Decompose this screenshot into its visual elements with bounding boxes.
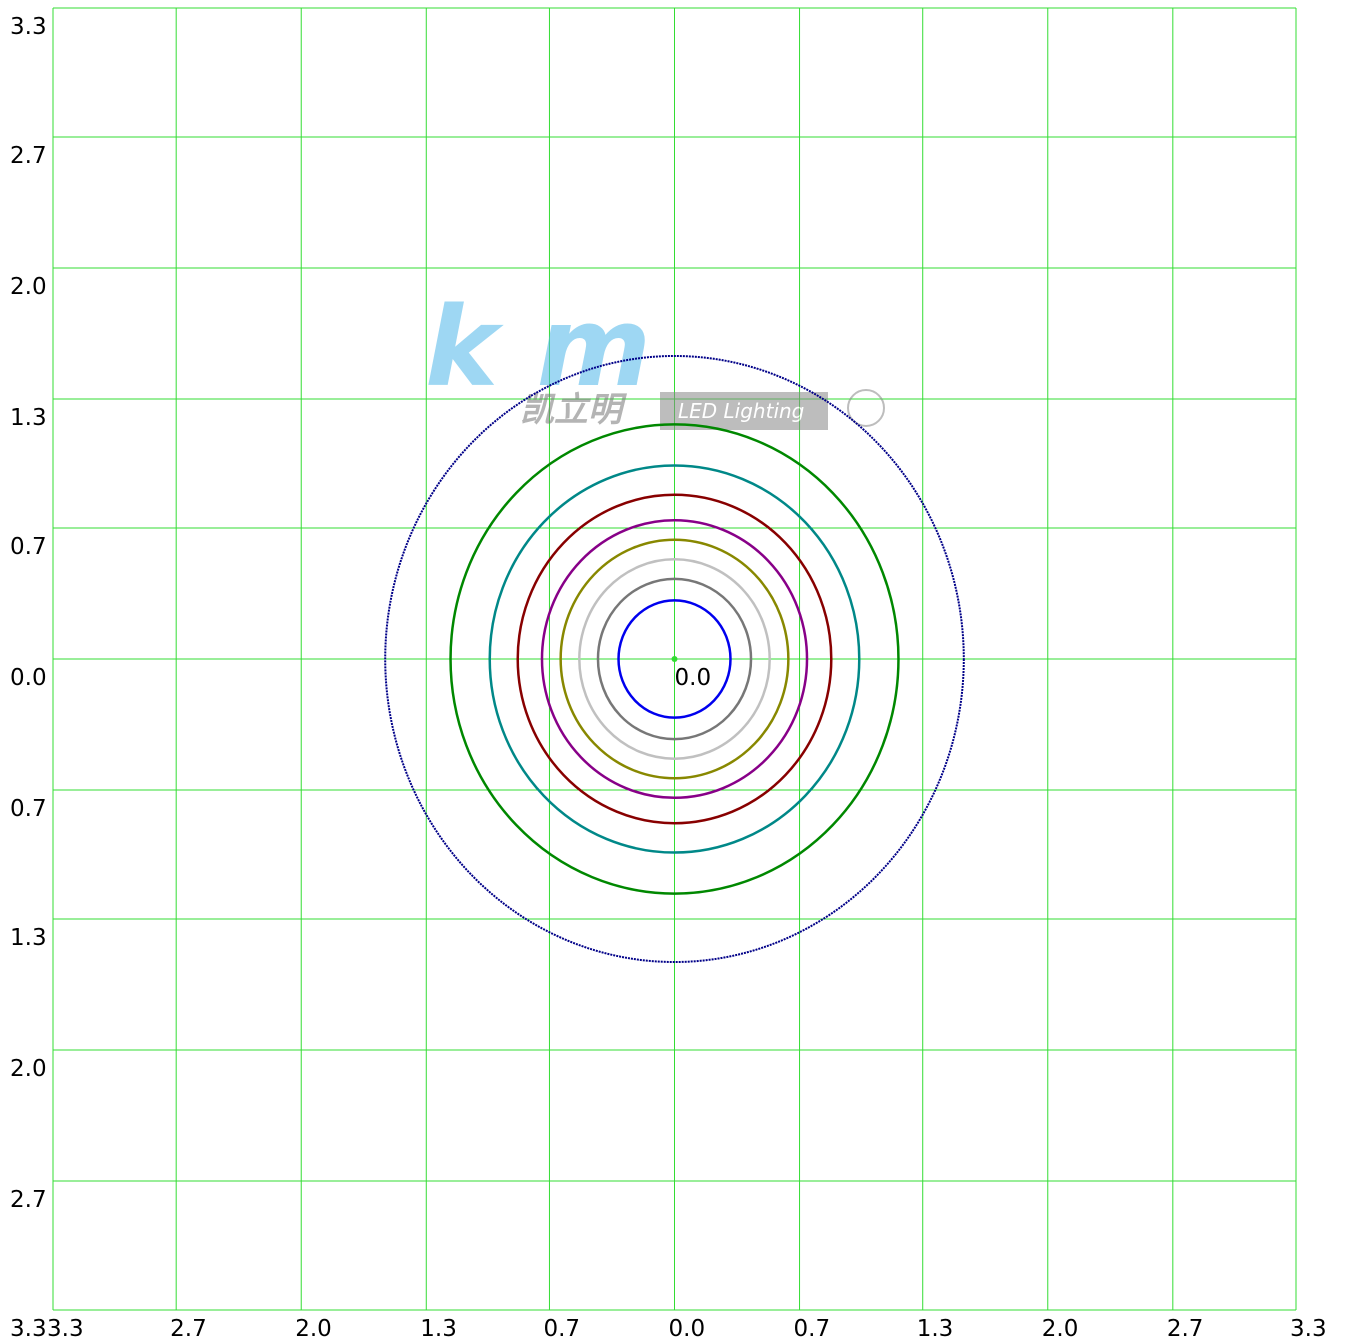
y-tick-label: 2.0 [10,274,47,300]
x-tick-label: 2.7 [170,1316,207,1342]
logo-registered [847,389,885,427]
y-tick-label: 2.7 [10,143,47,169]
isoline [516,493,833,825]
x-tick-label: 0.7 [543,1316,580,1342]
center-point [671,656,678,662]
x-tick-label: 1.3 [420,1316,457,1342]
isoline [449,423,900,895]
logo-brand: 凯立明 [520,390,628,430]
center-label: 0.0 [675,665,712,691]
y-tick-label: 1.3 [10,925,47,951]
x-tick-label: 0.0 [669,1316,706,1342]
x-tick-label: 0.7 [794,1316,831,1342]
x-tick-label: 2.0 [295,1316,332,1342]
logo-tagline: LED Lighting [678,399,804,423]
watermark: k m 凯立明 LED Lighting [425,283,885,430]
y-tick-label: 0.7 [10,534,47,560]
x-tick-label: 3.3 [47,1316,84,1342]
isoline [578,558,771,760]
y-tick-label: 0.0 [10,665,47,691]
logo-km: k m [425,283,651,411]
x-tick-label: 2.7 [1167,1316,1204,1342]
y-tick-label: 0.7 [10,796,47,822]
y-tick-label: 3.3 [10,14,47,40]
isoline [596,577,753,741]
y-tick-label: 3.3 [10,1316,47,1342]
isoline [488,464,861,854]
x-tick-label: 1.3 [917,1316,954,1342]
isoline [384,354,965,964]
isoline [540,518,809,800]
y-tick-label: 2.0 [10,1056,47,1082]
plot: 3.3 2.7 2.0 1.3 0.7 0.0 0.7 1.3 2.0 2.7 3.33.32.72… [10,7,1327,1342]
x-tick-label: 2.0 [1042,1316,1079,1342]
isoline [617,599,732,719]
isoline [559,538,790,780]
x-tick-label: 3.3 [1290,1316,1327,1342]
y-tick-label: 1.3 [10,405,47,431]
y-tick-label: 2.7 [10,1187,47,1213]
